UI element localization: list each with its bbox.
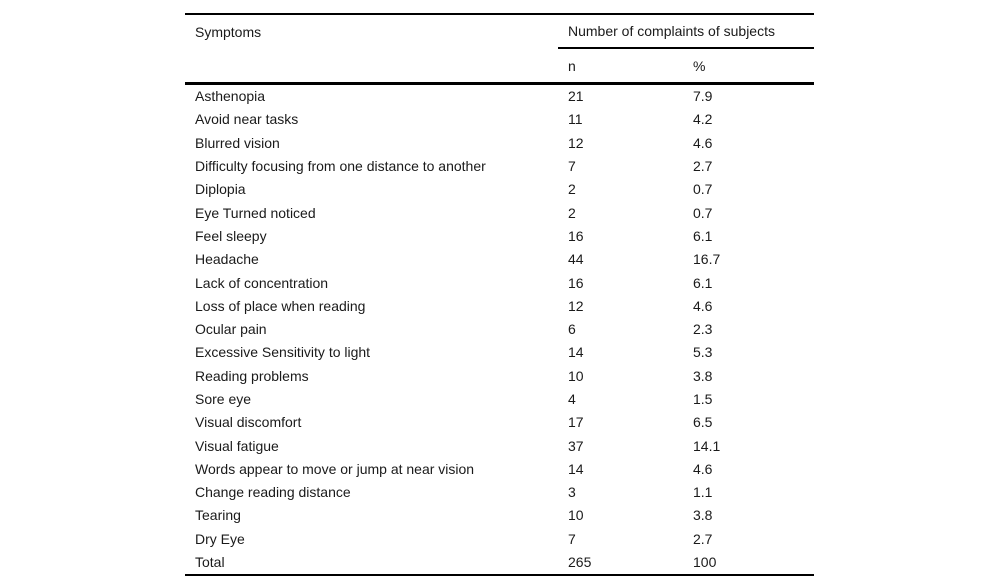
symptom-cell: Excessive Sensitivity to light [195,344,371,361]
table-row: Visual discomfort 17 6.5 [185,411,814,434]
table-body: Asthenopia 21 7.9 Avoid near tasks 11 4.… [185,85,814,574]
table-row: Excessive Sensitivity to light 14 5.3 [185,341,814,364]
pct-cell: 3.8 [693,367,713,384]
pct-cell: 4.6 [693,460,713,477]
symptom-cell: Avoid near tasks [195,111,299,128]
table-row: Feel sleepy 16 6.1 [185,224,814,247]
table-row: Asthenopia 21 7.9 [185,85,814,108]
symptoms-column-header: Symptoms [195,24,262,40]
symptom-cell: Visual fatigue [195,437,279,454]
symptom-cell: Dry Eye [195,530,245,547]
pct-cell: 6.1 [693,227,713,244]
n-cell: 7 [568,158,576,175]
pct-cell: 1.1 [693,484,713,501]
table-row: Sore eye 4 1.5 [185,387,814,410]
pct-cell: 4.2 [693,111,713,128]
table-row: Loss of place when reading 12 4.6 [185,294,814,317]
pct-cell: 4.6 [693,297,713,314]
table-row: Words appear to move or jump at near vis… [185,457,814,480]
symptom-cell: Change reading distance [195,484,351,501]
n-cell: 16 [568,274,584,291]
table-row: Total 265 100 [185,550,814,573]
table-row: Difficulty focusing from one distance to… [185,154,814,177]
pct-cell: 3.8 [693,507,713,524]
pct-cell: 2.3 [693,321,713,338]
table-row: Lack of concentration 16 6.1 [185,271,814,294]
table-row: Eye Turned noticed 2 0.7 [185,201,814,224]
symptom-cell: Tearing [195,507,241,524]
complaints-table: Symptoms Number of complaints of subject… [185,13,814,576]
pct-cell: 14.1 [693,437,721,454]
table-row: Reading problems 10 3.8 [185,364,814,387]
n-cell: 4 [568,391,576,407]
n-cell: 44 [568,251,584,268]
symptom-cell: Total [195,554,225,571]
table-header-rule [185,82,814,85]
n-cell: 10 [568,507,584,524]
table-row: Visual fatigue 37 14.1 [185,434,814,457]
n-cell: 17 [568,414,584,431]
table-row: Diplopia 2 0.7 [185,178,814,201]
table-subheader-row: n % [185,49,814,82]
n-cell: 11 [568,111,583,128]
pct-column-header: % [693,57,706,74]
table-row: Blurred vision 12 4.6 [185,131,814,154]
n-cell: 14 [568,344,584,361]
symptom-cell: Headache [195,251,259,268]
symptom-cell: Reading problems [195,367,309,384]
pct-cell: 1.5 [693,391,713,407]
group-header-block: Number of complaints of subjects [558,15,814,49]
table-row: Dry Eye 7 2.7 [185,527,814,550]
table-row: Avoid near tasks 11 4.2 [185,108,814,131]
n-column-header: n [568,57,576,74]
symptom-cell: Visual discomfort [195,414,302,431]
n-cell: 6 [568,321,576,338]
symptom-cell: Diplopia [195,181,246,198]
n-cell: 12 [568,134,584,151]
n-cell: 265 [568,554,592,571]
symptom-cell: Blurred vision [195,134,280,151]
pct-cell: 100 [693,554,717,571]
symptom-cell: Difficulty focusing from one distance to… [195,158,486,175]
n-cell: 2 [568,204,576,221]
symptom-cell: Loss of place when reading [195,297,366,314]
symptom-cell: Asthenopia [195,88,266,105]
pct-cell: 7.9 [693,88,713,105]
n-cell: 37 [568,437,584,454]
pct-cell: 0.7 [693,204,713,221]
table-row: Ocular pain 6 2.3 [185,317,814,340]
pct-cell: 5.3 [693,344,713,361]
group-column-header: Number of complaints of subjects [568,23,775,39]
pct-cell: 16.7 [693,251,721,268]
pct-cell: 4.6 [693,134,713,151]
symptom-cell: Ocular pain [195,321,267,338]
table-top-rule [185,13,814,15]
n-cell: 14 [568,460,584,477]
n-cell: 2 [568,181,576,198]
n-cell: 10 [568,367,584,384]
n-cell: 16 [568,227,584,244]
n-cell: 7 [568,530,576,547]
symptom-cell: Eye Turned noticed [195,204,316,221]
table-row: Headache 44 16.7 [185,248,814,271]
symptom-cell: Sore eye [195,391,252,407]
pct-cell: 2.7 [693,158,713,175]
n-cell: 3 [568,484,576,501]
pct-cell: 2.7 [693,530,713,547]
symptom-cell: Feel sleepy [195,227,267,244]
pct-cell: 6.1 [693,274,713,291]
table-bottom-rule [185,573,814,576]
table-header-row: Symptoms Number of complaints of subject… [185,15,814,49]
symptom-cell: Words appear to move or jump at near vis… [195,460,475,477]
pct-cell: 0.7 [693,181,713,198]
pct-cell: 6.5 [693,414,713,431]
n-cell: 21 [568,88,584,105]
table-row: Change reading distance 3 1.1 [185,481,814,504]
symptom-cell: Lack of concentration [195,274,329,291]
n-cell: 12 [568,297,584,314]
table-row: Tearing 10 3.8 [185,504,814,527]
